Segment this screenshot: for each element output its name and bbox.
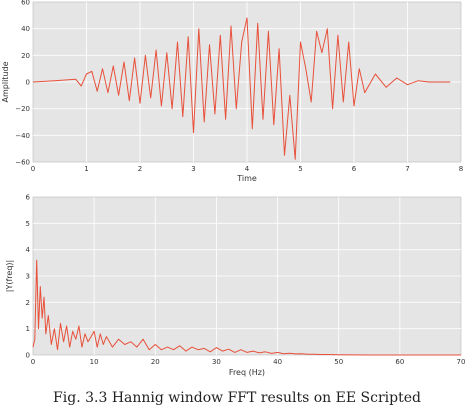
x-tick-label: 10 xyxy=(90,358,99,366)
y-tick-label: 0 xyxy=(26,352,30,360)
x-tick-label: 40 xyxy=(273,358,282,366)
chart-1: 0 1 2 3 4 5 6 7 8 60 40 20 0 −20 −40 −60 Time Amplitude xyxy=(1,0,463,183)
x-tick-label: 5 xyxy=(298,165,302,173)
x-tick-label: 30 xyxy=(212,358,221,366)
y-tick-label: 2 xyxy=(26,299,30,307)
x-tick-label: 8 xyxy=(459,165,463,173)
y-tick-label: 3 xyxy=(26,273,30,281)
y-tick-label: 60 xyxy=(21,0,30,7)
x-axis-label: Time xyxy=(236,174,257,183)
y-axis-label: Amplitude xyxy=(1,61,10,102)
y-tick-label: 40 xyxy=(21,25,30,33)
y-tick-label: 5 xyxy=(26,220,30,228)
x-tick-label: 7 xyxy=(405,165,409,173)
y-tick-label: 20 xyxy=(21,52,30,60)
figure-caption: Fig. 3.3 Hannig window FFT results on EE… xyxy=(53,390,421,406)
x-tick-label: 6 xyxy=(352,165,357,173)
y-tick-label: 4 xyxy=(26,246,31,254)
series-line xyxy=(32,17,451,160)
x-tick-label: 70 xyxy=(457,358,466,366)
y-tick-label: −60 xyxy=(15,159,30,167)
x-tick-label: 60 xyxy=(395,358,404,366)
x-tick-label: 0 xyxy=(31,358,35,366)
y-tick-label: −20 xyxy=(15,105,30,113)
x-axis-label: Freq (Hz) xyxy=(229,368,265,377)
y-tick-label: −40 xyxy=(15,132,30,140)
x-tick-label: 50 xyxy=(334,358,343,366)
series-line xyxy=(32,259,461,356)
y-tick-label: 1 xyxy=(26,325,30,333)
y-tick-label: 0 xyxy=(26,79,30,87)
y-axis-label: |Y(freq)| xyxy=(5,260,14,292)
x-tick-label: 2 xyxy=(138,165,142,173)
x-tick-label: 3 xyxy=(191,165,195,173)
x-tick-label: 4 xyxy=(245,165,250,173)
x-tick-label: 0 xyxy=(31,165,35,173)
x-tick-label: 20 xyxy=(151,358,160,366)
y-tick-label: 6 xyxy=(26,194,31,202)
x-tick-label: 1 xyxy=(84,165,88,173)
